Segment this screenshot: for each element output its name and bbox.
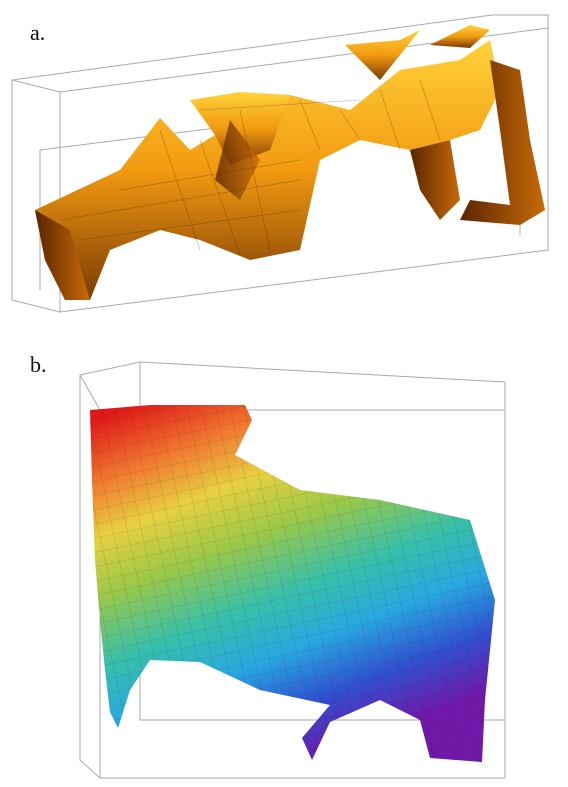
figure: a. b. [0,0,568,787]
panel-label: a. [30,20,45,45]
panel-label: b. [30,352,47,377]
panel-b-plot [80,362,505,778]
panel-a-plot [12,15,548,312]
